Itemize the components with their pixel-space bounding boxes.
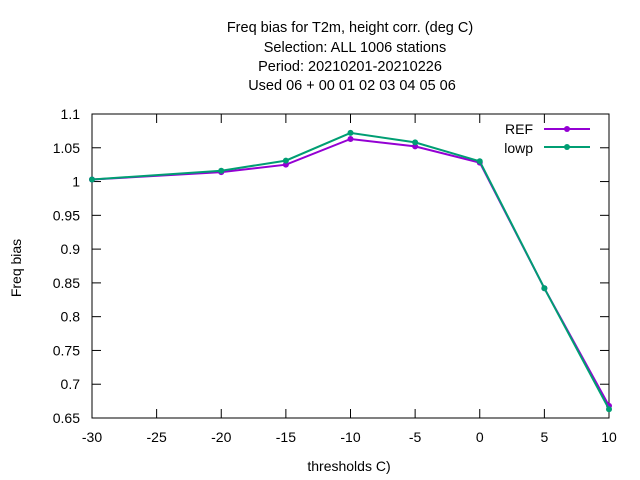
legend-marker-lowp — [564, 144, 570, 150]
data-point-lowp — [218, 167, 225, 174]
y-tick-label: 1.05 — [53, 140, 80, 156]
y-tick-label: 0.8 — [61, 309, 81, 325]
data-point-lowp — [541, 285, 548, 292]
y-tick-label: 0.7 — [61, 376, 81, 392]
series-ref — [89, 135, 612, 409]
x-tick-label: 0 — [476, 429, 484, 445]
legend-label-ref: REF — [505, 121, 533, 137]
data-point-lowp — [606, 406, 612, 413]
series-layer — [89, 129, 612, 413]
data-point-lowp — [282, 157, 289, 164]
x-tick-label: 5 — [540, 429, 548, 445]
y-tick-label: 1 — [72, 174, 80, 190]
x-tick-label: -20 — [211, 429, 231, 445]
x-tick-label: -10 — [340, 429, 360, 445]
data-point-ref — [347, 135, 354, 142]
legend-marker-ref — [564, 126, 570, 132]
data-point-lowp — [412, 139, 419, 146]
legend: REF lowp — [504, 121, 590, 156]
title-line-2: Selection: ALL 1006 stations — [264, 40, 446, 56]
legend-label-lowp: lowp — [504, 140, 533, 156]
title-line-3: Period: 20210201-20210226 — [258, 59, 442, 75]
data-point-lowp — [476, 158, 483, 165]
x-axis-ticks: -30 -25 -20 -15 -10 -5 0 5 10 — [82, 114, 617, 445]
y-tick-label: 0.75 — [53, 342, 80, 358]
x-tick-label: -30 — [82, 429, 102, 445]
y-axis-ticks: 0.65 0.7 0.75 0.8 0.85 0.9 0.95 1 1.05 1.1 — [53, 106, 609, 426]
title-line-1: Freq bias for T2m, height corr. (deg C) — [227, 20, 473, 36]
series-lowp — [89, 129, 612, 413]
y-tick-label: 0.9 — [61, 241, 81, 257]
y-axis-label: Freq bias — [8, 239, 24, 297]
y-tick-label: 0.65 — [53, 410, 80, 426]
data-point-lowp — [89, 176, 95, 183]
series-line-lowp — [91, 131, 610, 410]
plot-frame — [91, 113, 610, 419]
x-tick-label: -25 — [147, 429, 167, 445]
x-tick-label: -15 — [276, 429, 296, 445]
chart-title: Freq bias for T2m, height corr. (deg C) … — [227, 20, 473, 94]
y-tick-label: 1.1 — [61, 106, 81, 122]
x-axis-label: thresholds C) — [307, 458, 390, 474]
y-tick-label: 0.85 — [53, 275, 80, 291]
series-line-ref — [91, 137, 610, 407]
x-tick-label: -5 — [409, 429, 422, 445]
y-tick-label: 0.95 — [53, 207, 80, 223]
title-line-4: Used 06 + 00 01 02 03 04 05 06 — [248, 78, 456, 94]
x-tick-label: 10 — [601, 429, 617, 445]
data-point-lowp — [347, 129, 354, 136]
